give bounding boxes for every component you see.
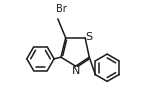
Text: S: S xyxy=(86,32,93,42)
Text: N: N xyxy=(71,66,80,76)
Text: Br: Br xyxy=(56,4,66,14)
